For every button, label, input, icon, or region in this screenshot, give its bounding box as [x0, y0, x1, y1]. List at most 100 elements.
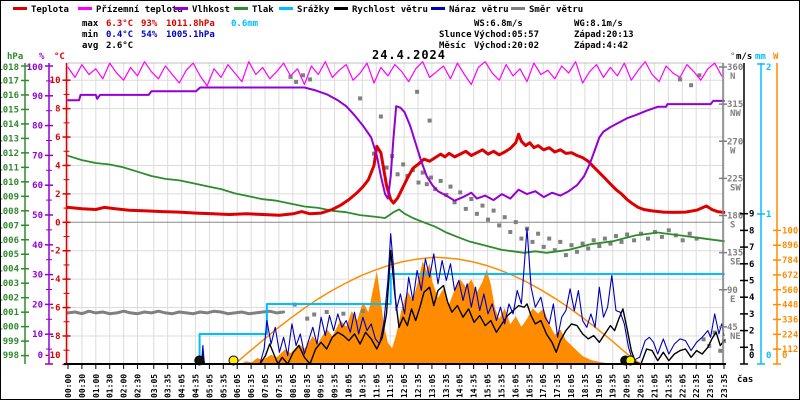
stat-text: 93%: [141, 19, 158, 29]
svg-text:60: 60: [32, 181, 43, 191]
stat-text: WS:6.8m/s: [474, 19, 523, 29]
svg-text:1000: 1000: [1, 323, 19, 333]
stat-text: WG:8.1m/s: [574, 19, 623, 29]
legend-item-rychlost-v-tru: Rychlost větru: [334, 5, 428, 16]
legend-swatch-icon: [234, 7, 248, 10]
svg-text:čas: čas: [737, 374, 753, 385]
svg-text:1017: 1017: [1, 76, 19, 86]
legend-label: Rychlost větru: [352, 5, 428, 15]
svg-text:1: 1: [766, 210, 771, 220]
svg-text:40: 40: [32, 241, 43, 251]
svg-text:6: 6: [55, 133, 60, 143]
svg-text:23:35: 23:35: [720, 374, 729, 398]
svg-text:SE: SE: [730, 258, 741, 268]
svg-text:06:35: 06:35: [247, 374, 256, 398]
svg-text:07:05: 07:05: [261, 374, 270, 398]
svg-text:09:35: 09:35: [331, 374, 340, 398]
svg-text:08:35: 08:35: [303, 374, 312, 398]
legend-swatch-icon: [431, 7, 445, 10]
stat-text: 1005.1hPa: [166, 30, 215, 40]
legend-swatch-icon: [511, 7, 525, 10]
svg-text:21:05: 21:05: [650, 374, 659, 398]
svg-text:14:35: 14:35: [470, 374, 479, 398]
stat-text: max: [82, 19, 99, 29]
svg-text:315: 315: [727, 100, 743, 110]
svg-text:05:05: 05:05: [205, 374, 214, 398]
svg-text:21:35: 21:35: [664, 374, 673, 398]
stat-text: 1011.8hPa: [166, 19, 215, 29]
svg-text:998: 998: [3, 351, 19, 361]
legend-item-vlhkost: Vlhkost: [174, 5, 230, 16]
series-radiace-teoreticka: [234, 256, 642, 365]
svg-text:02:30: 02:30: [134, 374, 143, 398]
svg-text:22:35: 22:35: [692, 374, 701, 398]
axis-degc: -10 -8 -6 -4 -2 0 2 4 6 8 10 °C: [44, 52, 71, 366]
svg-text:10: 10: [32, 330, 43, 340]
svg-text:0: 0: [55, 218, 60, 228]
svg-text:17:35: 17:35: [553, 374, 562, 398]
svg-text:13:05: 13:05: [428, 374, 437, 398]
svg-text:90: 90: [32, 92, 43, 102]
svg-text:1006: 1006: [1, 236, 19, 246]
stat-text: 54%: [141, 30, 158, 40]
stat-text: 0.4°C: [106, 30, 134, 40]
svg-text:1007: 1007: [1, 221, 19, 231]
svg-text:N: N: [730, 72, 735, 82]
svg-text:°C: °C: [54, 52, 65, 62]
stat-text: Západ:20:13: [574, 30, 634, 40]
svg-text:1004: 1004: [1, 265, 20, 275]
svg-text:05:35: 05:35: [219, 374, 228, 398]
svg-text:11:05: 11:05: [372, 374, 381, 398]
svg-text:1: 1: [749, 343, 754, 353]
svg-text:01:30: 01:30: [106, 374, 115, 398]
svg-text:08:05: 08:05: [289, 374, 298, 398]
svg-text:-10: -10: [44, 351, 60, 361]
svg-text:01:00: 01:00: [92, 374, 101, 398]
svg-text:-4: -4: [50, 275, 61, 285]
legend-swatch-icon: [334, 7, 348, 10]
svg-text:6: 6: [749, 260, 754, 270]
svg-text:03:05: 03:05: [150, 374, 159, 398]
svg-text:1008: 1008: [1, 207, 19, 217]
svg-text:19:35: 19:35: [609, 374, 618, 398]
svg-text:07:35: 07:35: [275, 374, 284, 398]
svg-text:5: 5: [749, 277, 754, 287]
svg-text:100: 100: [27, 63, 43, 73]
svg-text:1014: 1014: [1, 120, 20, 130]
svg-text:112: 112: [782, 345, 798, 355]
svg-text:9: 9: [749, 210, 754, 220]
legend-item-p-zemn-teplota: Přízemní teplota: [78, 5, 183, 16]
svg-text:8: 8: [749, 226, 754, 236]
svg-text:1015: 1015: [1, 105, 19, 115]
svg-text:02:00: 02:00: [120, 374, 129, 398]
svg-text:0: 0: [782, 351, 787, 361]
svg-text:19:05: 19:05: [595, 374, 604, 398]
stat-text: Západ:4:42: [574, 41, 629, 51]
legend-label: Tlak: [252, 5, 274, 15]
svg-text:2: 2: [766, 63, 771, 73]
svg-text:1009: 1009: [1, 192, 19, 202]
chart-header: Teplota Přízemní teplota Vlhkost Tlak Srážky…: [1, 1, 799, 51]
svg-text:7: 7: [749, 243, 754, 253]
svg-text:0: 0: [766, 351, 771, 361]
svg-text:90: 90: [727, 286, 738, 296]
svg-text:336: 336: [782, 315, 798, 325]
svg-text:20:05: 20:05: [623, 374, 632, 398]
svg-text:NW: NW: [730, 109, 741, 119]
legend-label: Vlhkost: [192, 5, 230, 15]
svg-text:17:05: 17:05: [539, 374, 548, 398]
legend-swatch-icon: [78, 7, 92, 10]
axis-mm: 0 1 2mm: [755, 52, 771, 365]
svg-text:10: 10: [50, 76, 61, 86]
svg-text:45: 45: [727, 323, 738, 333]
svg-text:14:05: 14:05: [456, 374, 465, 398]
legend-label: Přízemní teplota: [96, 5, 183, 15]
legend-item-tlak: Tlak: [234, 5, 274, 16]
stat-text: avg: [82, 41, 99, 51]
svg-text:1013: 1013: [1, 134, 19, 144]
